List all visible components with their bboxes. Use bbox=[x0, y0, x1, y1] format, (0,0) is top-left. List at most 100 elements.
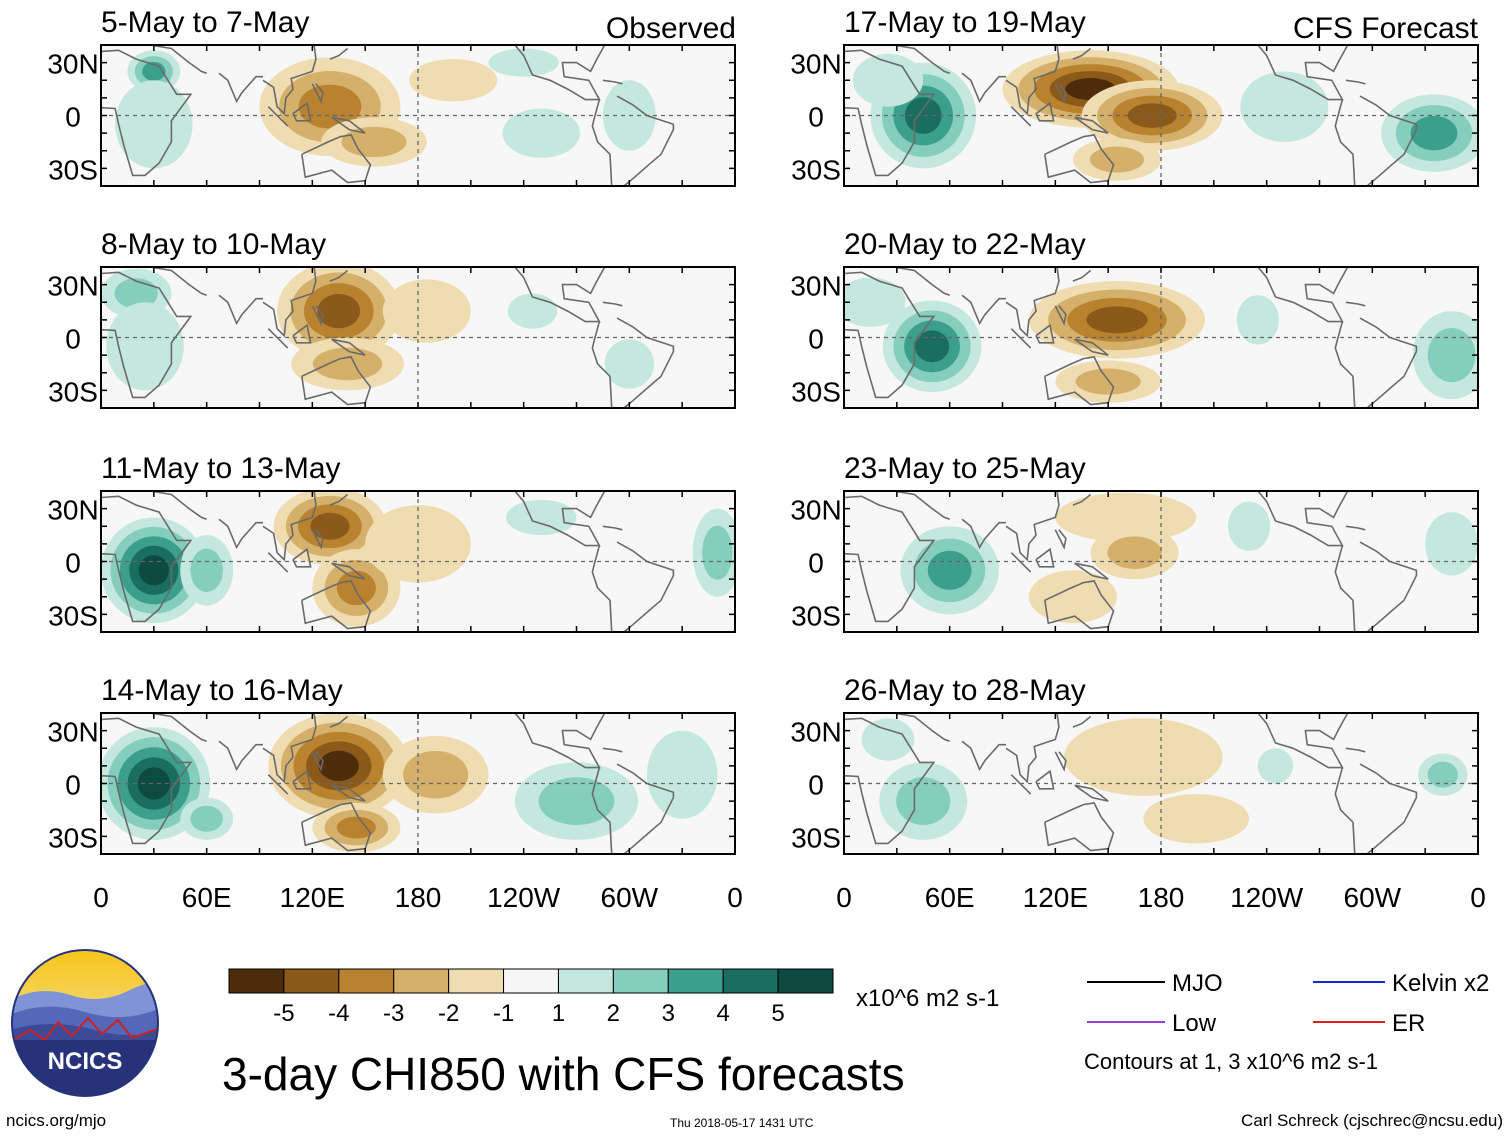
anomaly-contour bbox=[336, 570, 376, 606]
panel-title: 17-May to 19-May bbox=[844, 6, 1086, 39]
y-tick-label: 0 bbox=[65, 102, 81, 133]
coastline bbox=[1005, 267, 1060, 338]
coastline bbox=[1257, 491, 1349, 547]
anomaly-contour bbox=[1143, 794, 1250, 844]
anomaly-contour bbox=[538, 777, 615, 825]
x-tick-label: 60W bbox=[1344, 882, 1402, 913]
coastline bbox=[1257, 267, 1349, 323]
colorbar-box bbox=[228, 968, 285, 994]
coastline bbox=[311, 751, 324, 772]
coastline bbox=[1072, 269, 1092, 282]
colorbar-label: -1 bbox=[493, 1000, 514, 1027]
anomaly-contour bbox=[138, 555, 169, 586]
coastline bbox=[893, 45, 950, 74]
coastline bbox=[961, 518, 1006, 550]
anomaly-contour bbox=[488, 48, 559, 77]
x-tick-label: 120W bbox=[1230, 882, 1304, 913]
anomaly-contour bbox=[1257, 748, 1294, 784]
colorbar-label: 2 bbox=[607, 1000, 620, 1027]
coastline bbox=[150, 713, 207, 742]
coastline bbox=[101, 495, 193, 623]
coastline bbox=[514, 713, 606, 769]
anomaly-contour bbox=[341, 126, 407, 158]
coastline bbox=[1005, 45, 1060, 116]
coastline bbox=[602, 747, 623, 753]
map-panel: 14-May to 16-May bbox=[100, 674, 736, 855]
anomaly-contour bbox=[106, 302, 184, 391]
anomaly-contour bbox=[1107, 536, 1162, 569]
coastline bbox=[329, 269, 349, 282]
map-panel: 8-May to 10-May bbox=[100, 228, 736, 409]
anomaly-contour bbox=[137, 767, 170, 800]
y-tick-label: 30N bbox=[47, 717, 98, 748]
coastline bbox=[218, 518, 263, 550]
x-tick-label: 0 bbox=[1470, 882, 1486, 913]
map-panel: 20-May to 22-May bbox=[843, 228, 1479, 409]
y-tick-label: 30S bbox=[791, 376, 841, 407]
y-tick-label: 30S bbox=[48, 154, 98, 185]
y-tick-label: 30S bbox=[48, 376, 98, 407]
legend-label-kelvin: Kelvin x2 bbox=[1392, 970, 1489, 997]
map-panel: 17-May to 19-May bbox=[843, 6, 1479, 187]
coastline bbox=[1054, 83, 1067, 104]
coastline bbox=[1072, 47, 1092, 60]
y-tick-label: 0 bbox=[65, 548, 81, 579]
coastline bbox=[1257, 713, 1349, 769]
ncics-logo: NCICS bbox=[11, 949, 159, 1097]
anomaly-contour bbox=[336, 816, 376, 839]
coastline bbox=[514, 491, 606, 547]
anomaly-contour bbox=[403, 750, 469, 799]
coastline bbox=[1010, 552, 1032, 573]
coastline bbox=[1072, 715, 1092, 728]
coastline bbox=[1035, 101, 1055, 122]
axes-layer: 30N 0 30S 30N 0 30S 30N 0 30S 30N 0 30S 30N 0 30S 30N 0 3… bbox=[47, 49, 1485, 913]
coastline bbox=[602, 301, 623, 307]
colorbar-box bbox=[503, 968, 559, 994]
coastline bbox=[262, 45, 317, 116]
y-tick-label: 30N bbox=[790, 495, 841, 526]
coastline bbox=[1010, 106, 1032, 127]
anomaly-contour bbox=[507, 293, 558, 329]
coastline bbox=[311, 529, 324, 550]
y-tick-label: 30N bbox=[790, 49, 841, 80]
coastline bbox=[262, 267, 317, 338]
coastline bbox=[267, 328, 289, 349]
colorbar-label: 4 bbox=[717, 1000, 730, 1027]
anomaly-contour bbox=[502, 108, 581, 158]
legend: MJO Kelvin x2 Low ER Contours at 1, 3 x1… bbox=[1084, 970, 1489, 1074]
panel-title: 26-May to 28-May bbox=[844, 674, 1086, 707]
coastline bbox=[329, 47, 349, 60]
coastline bbox=[893, 713, 950, 742]
colorbar-label: -3 bbox=[383, 1000, 404, 1027]
colorbar-box bbox=[283, 968, 340, 994]
map-panel: 5-May to 7-May bbox=[100, 6, 736, 187]
panel-title: 11-May to 13-May bbox=[101, 452, 341, 485]
anomaly-contour bbox=[317, 293, 361, 329]
legend-label-mjo: MJO bbox=[1172, 970, 1223, 997]
y-tick-label: 0 bbox=[808, 324, 824, 355]
coastline bbox=[844, 495, 936, 623]
coastline bbox=[1334, 545, 1356, 632]
coastline bbox=[329, 493, 349, 506]
coastline bbox=[1359, 95, 1418, 186]
anomaly-contour bbox=[190, 548, 223, 593]
coastline bbox=[267, 774, 289, 795]
coastline bbox=[1044, 580, 1115, 630]
coastline bbox=[844, 717, 936, 845]
coastline bbox=[1345, 747, 1366, 753]
panel-title: 14-May to 16-May bbox=[101, 674, 343, 707]
anomaly-contour bbox=[1064, 718, 1223, 796]
colorbar-box bbox=[448, 968, 505, 994]
coastline bbox=[1334, 767, 1356, 854]
x-tick-label: 180 bbox=[395, 882, 442, 913]
colorbar-label: 1 bbox=[552, 1000, 565, 1027]
coastline bbox=[301, 580, 372, 630]
x-tick-label: 120W bbox=[487, 882, 561, 913]
panel-title: 5-May to 7-May bbox=[101, 6, 309, 39]
colorbar-box bbox=[393, 968, 450, 994]
footer-url[interactable]: ncics.org/mjo bbox=[6, 1111, 106, 1130]
colorbar: -5 -4 -3 -2 -1 1 2 3 4 5 bbox=[228, 968, 834, 1027]
coastline bbox=[1035, 547, 1055, 568]
coastline bbox=[292, 547, 312, 568]
